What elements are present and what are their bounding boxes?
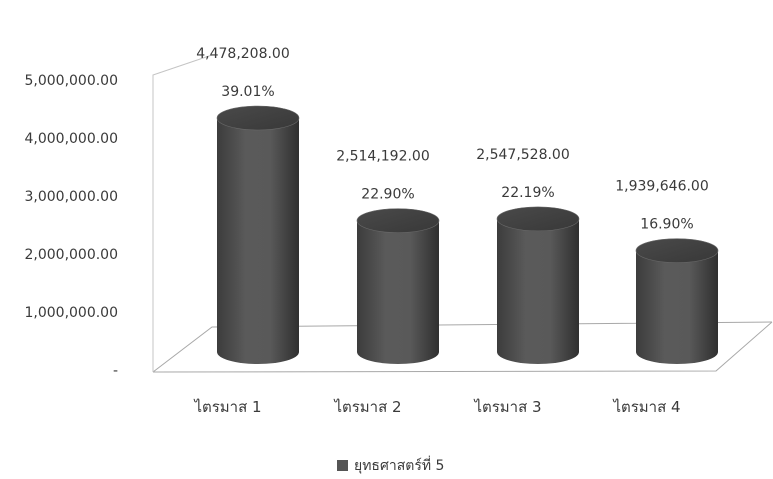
- x-tick-label: ไตรมาส 4: [612, 398, 680, 416]
- legend-swatch: [337, 460, 348, 471]
- bar-top: [356, 208, 440, 233]
- y-tick-label: 2,000,000.00: [24, 247, 118, 263]
- x-tick-label: ไตรมาส 1: [193, 398, 261, 416]
- y-tick-label: 4,000,000.00: [24, 131, 118, 147]
- legend: ยุทธศาสตร์ที่ 5: [337, 456, 444, 474]
- percent-label: 39.01%: [221, 84, 274, 100]
- x-axis: ไตรมาส 1 ไตรมาส 2 ไตรมาส 3 ไตรมาส 4: [193, 398, 680, 416]
- percent-label: 16.90%: [640, 217, 693, 233]
- bar-body: [357, 220, 439, 364]
- y-tick-label: 3,000,000.00: [24, 189, 118, 205]
- bar: [356, 208, 440, 364]
- bar: [216, 105, 300, 364]
- legend-label: ยุทธศาสตร์ที่ 5: [354, 456, 444, 474]
- bar-top: [635, 238, 719, 263]
- y-axis: - 1,000,000.00 2,000,000.00 3,000,000.00 4,0…: [24, 73, 118, 379]
- value-label: 2,547,528.00: [476, 147, 570, 163]
- percent-label: 22.19%: [501, 185, 554, 201]
- value-label: 4,478,208.00: [196, 46, 290, 62]
- bar-body: [217, 118, 299, 364]
- value-label: 1,939,646.00: [615, 179, 709, 195]
- x-tick-label: ไตรมาส 3: [473, 398, 541, 416]
- bar: [496, 206, 580, 364]
- value-label: 2,514,192.00: [336, 149, 430, 165]
- x-tick-label: ไตรมาส 2: [333, 398, 401, 416]
- bar-body: [636, 250, 718, 364]
- bar-top: [216, 105, 300, 131]
- y-tick-label: 1,000,000.00: [24, 305, 118, 321]
- bar-top: [496, 206, 580, 232]
- chart-floor: [152, 54, 773, 373]
- back-wall-edge: [152, 54, 213, 372]
- floor-back-edge: [152, 321, 773, 373]
- bar: [635, 238, 719, 364]
- y-tick-label: -: [113, 363, 118, 379]
- bar-body: [497, 218, 579, 364]
- floor-front-edge: [152, 321, 773, 373]
- data-labels: 4,478,208.00 39.01% 2,514,192.00 22.90% 2,54…: [196, 46, 709, 233]
- percent-label: 22.90%: [361, 187, 414, 203]
- bars: [216, 105, 719, 364]
- y-tick-label: 5,000,000.00: [24, 73, 118, 89]
